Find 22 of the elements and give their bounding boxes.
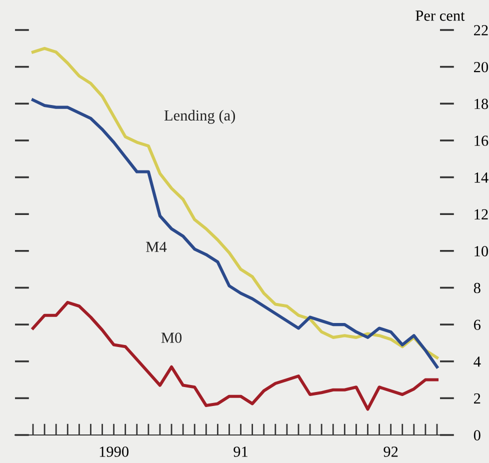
y-tick-label: 22 [474, 25, 488, 36]
y-tick-label: 14 [474, 172, 488, 183]
x-tick-label: 92 [384, 446, 398, 457]
x-tick-label: 91 [234, 446, 248, 457]
x-tick-label: 1990 [100, 446, 128, 457]
y-tick-label: 4 [474, 356, 481, 367]
y-tick-label: 16 [474, 136, 488, 146]
y-tick-label: 6 [474, 320, 481, 330]
y-tick-label: 0 [474, 430, 480, 440]
y-tick-label: 18 [474, 98, 488, 110]
series-label: M0 [161, 332, 182, 343]
line-series [31, 300, 439, 411]
y-tick-label: 2 [474, 393, 480, 404]
y-axis-title: Per cent [416, 10, 465, 21]
series-label: Lending (a) [164, 110, 235, 124]
line-series [31, 46, 439, 360]
line-series [31, 98, 439, 368]
y-tick-label: 20 [474, 62, 488, 72]
y-tick-label: 10 [474, 246, 488, 256]
series-label: M4 [146, 242, 167, 252]
y-tick-label: 8 [474, 282, 480, 294]
y-tick-label: 12 [474, 209, 488, 220]
